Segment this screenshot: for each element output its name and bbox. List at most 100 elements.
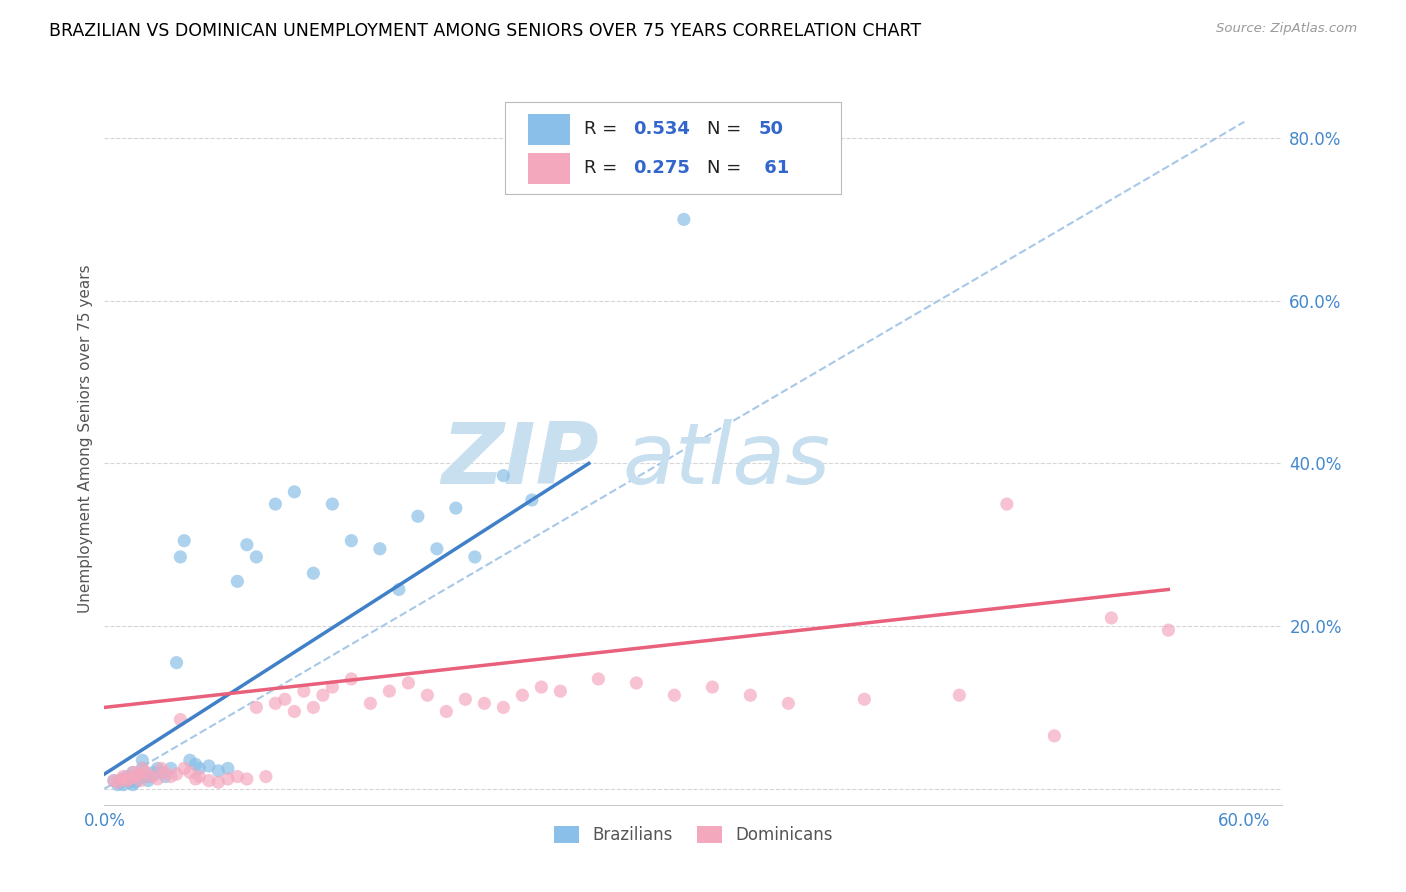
Point bbox=[129, 773, 152, 788]
Point bbox=[512, 688, 534, 702]
Point bbox=[388, 582, 411, 597]
Point bbox=[702, 680, 724, 694]
Point bbox=[166, 767, 188, 781]
Bar bbox=[529, 114, 569, 145]
Point bbox=[153, 765, 176, 780]
Point bbox=[378, 684, 401, 698]
Point bbox=[107, 775, 129, 789]
Point bbox=[115, 770, 138, 784]
Text: N =: N = bbox=[707, 120, 748, 138]
Point bbox=[492, 468, 515, 483]
Point bbox=[226, 770, 249, 784]
Point bbox=[122, 765, 145, 780]
Point bbox=[135, 765, 157, 780]
Point bbox=[198, 759, 221, 773]
Point bbox=[122, 778, 145, 792]
Point bbox=[444, 501, 467, 516]
Point bbox=[173, 761, 195, 775]
Point bbox=[128, 767, 150, 781]
Point bbox=[236, 538, 259, 552]
Point bbox=[122, 765, 145, 780]
Point bbox=[464, 549, 486, 564]
Text: Source: ZipAtlas.com: Source: ZipAtlas.com bbox=[1216, 22, 1357, 36]
Point bbox=[302, 700, 325, 714]
Point bbox=[588, 672, 610, 686]
Point bbox=[118, 775, 141, 789]
Point bbox=[150, 765, 173, 780]
Point bbox=[188, 770, 211, 784]
Point bbox=[198, 773, 221, 788]
Legend: Brazilians, Dominicans: Brazilians, Dominicans bbox=[554, 826, 834, 844]
Point bbox=[474, 696, 496, 710]
Point bbox=[160, 770, 183, 784]
Text: 61: 61 bbox=[758, 159, 789, 178]
Point bbox=[1099, 611, 1122, 625]
Point bbox=[530, 680, 553, 694]
Point bbox=[179, 765, 201, 780]
Text: atlas: atlas bbox=[623, 419, 831, 502]
Point bbox=[416, 688, 439, 702]
Point bbox=[131, 753, 153, 767]
Point bbox=[302, 566, 325, 581]
Point bbox=[340, 533, 363, 548]
Point bbox=[103, 773, 125, 788]
Point bbox=[146, 761, 169, 775]
Point bbox=[995, 497, 1018, 511]
Point bbox=[150, 761, 173, 775]
Point bbox=[169, 549, 191, 564]
Point bbox=[141, 770, 163, 784]
Point bbox=[740, 688, 762, 702]
Point bbox=[406, 509, 429, 524]
Point bbox=[434, 705, 457, 719]
Point bbox=[166, 656, 188, 670]
Point bbox=[550, 684, 572, 698]
Point bbox=[1157, 623, 1180, 637]
Point bbox=[264, 696, 287, 710]
Point bbox=[112, 770, 135, 784]
Point bbox=[173, 533, 195, 548]
Point bbox=[124, 775, 146, 789]
Point bbox=[207, 775, 229, 789]
Y-axis label: Unemployment Among Seniors over 75 years: Unemployment Among Seniors over 75 years bbox=[79, 265, 93, 614]
Text: R =: R = bbox=[583, 159, 623, 178]
Point bbox=[492, 700, 515, 714]
Point bbox=[107, 778, 129, 792]
Point bbox=[103, 773, 125, 788]
Point bbox=[520, 493, 543, 508]
Point bbox=[672, 212, 695, 227]
Point bbox=[245, 700, 267, 714]
Point bbox=[108, 775, 131, 789]
Point bbox=[283, 484, 305, 499]
Point bbox=[142, 765, 165, 780]
Point bbox=[264, 497, 287, 511]
Text: R =: R = bbox=[583, 120, 623, 138]
Text: ZIP: ZIP bbox=[441, 419, 599, 502]
Point bbox=[141, 770, 163, 784]
Point bbox=[359, 696, 381, 710]
Point bbox=[396, 676, 419, 690]
Bar bbox=[529, 153, 569, 184]
Point bbox=[292, 684, 315, 698]
Point bbox=[626, 676, 648, 690]
Point bbox=[454, 692, 477, 706]
Point bbox=[136, 773, 159, 788]
FancyBboxPatch shape bbox=[505, 103, 841, 194]
Point bbox=[217, 761, 239, 775]
Point bbox=[1043, 729, 1066, 743]
Point bbox=[120, 773, 142, 788]
Point bbox=[188, 761, 211, 775]
Point bbox=[128, 772, 150, 786]
Point bbox=[274, 692, 297, 706]
Point bbox=[112, 778, 135, 792]
Point bbox=[131, 761, 153, 775]
Point bbox=[118, 772, 141, 786]
Point bbox=[135, 770, 157, 784]
Point bbox=[312, 688, 335, 702]
Point bbox=[112, 772, 135, 786]
Point bbox=[245, 549, 267, 564]
Point bbox=[778, 696, 800, 710]
Point bbox=[124, 770, 146, 784]
Point bbox=[217, 772, 239, 786]
Point bbox=[664, 688, 686, 702]
Point bbox=[207, 764, 229, 778]
